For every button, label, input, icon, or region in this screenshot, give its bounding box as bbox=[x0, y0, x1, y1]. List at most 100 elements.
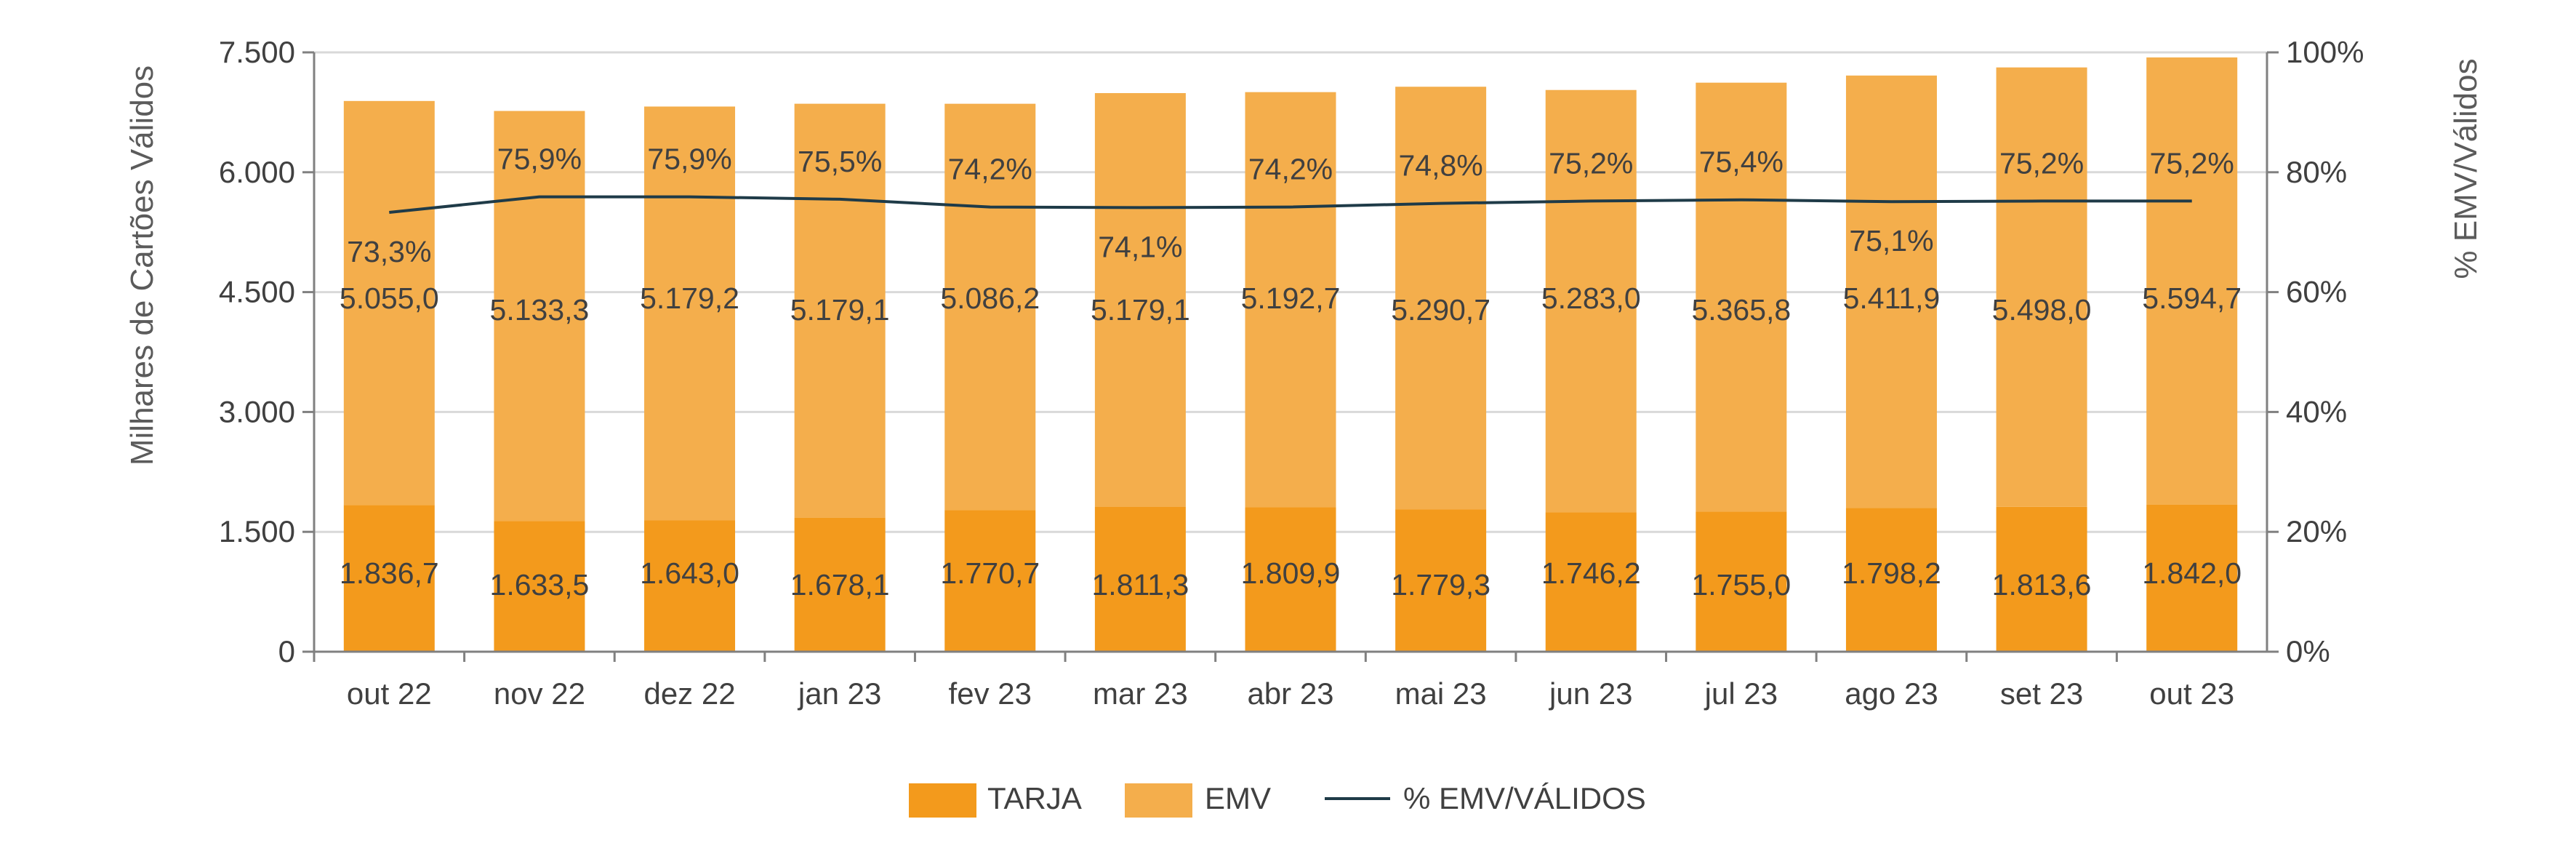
data-label-emv: 5.365,8 bbox=[1691, 293, 1791, 327]
y-tick-label: 3.000 bbox=[219, 394, 295, 428]
x-tick-label: out 23 bbox=[2149, 676, 2234, 711]
bar-tarja bbox=[1696, 511, 1787, 652]
legend-label-line: % EMV/VÁLIDOS bbox=[1403, 781, 1646, 815]
data-label-pct: 75,9% bbox=[497, 143, 582, 176]
y2-tick-label: 60% bbox=[2286, 275, 2347, 309]
data-label-pct: 75,1% bbox=[1849, 224, 1933, 257]
y-tick-label: 0 bbox=[278, 634, 295, 668]
line-series bbox=[389, 195, 2192, 214]
legend-swatch-tarja bbox=[909, 783, 976, 818]
y2-tick-label: 40% bbox=[2286, 394, 2347, 428]
legend-swatch-emv bbox=[1125, 783, 1192, 818]
bar-tarja bbox=[494, 521, 585, 652]
data-label-tarja: 1.836,7 bbox=[340, 556, 439, 590]
y-tick-label: 6.000 bbox=[219, 155, 295, 189]
bar-tarja bbox=[1545, 512, 1637, 652]
x-tick-label: jul 23 bbox=[1704, 676, 1778, 711]
bars bbox=[343, 57, 2238, 652]
bar-tarja bbox=[944, 510, 1036, 652]
bar-emv bbox=[343, 100, 435, 506]
data-label-tarja: 1.746,2 bbox=[1541, 556, 1641, 590]
y2-tick-label: 80% bbox=[2286, 155, 2347, 189]
y2-tick-label: 20% bbox=[2286, 514, 2347, 548]
data-label-pct: 74,2% bbox=[948, 153, 1032, 186]
bar-emv bbox=[1996, 67, 2087, 507]
data-label-emv: 5.055,0 bbox=[340, 281, 439, 315]
data-label-emv: 5.086,2 bbox=[940, 281, 1040, 315]
data-label-tarja: 1.798,2 bbox=[1842, 556, 1941, 590]
data-label-pct: 74,2% bbox=[1248, 153, 1333, 186]
data-label-tarja: 1.755,0 bbox=[1691, 568, 1791, 602]
bar-tarja bbox=[644, 520, 736, 652]
bar-tarja bbox=[1996, 506, 2087, 652]
bar-tarja bbox=[2146, 504, 2238, 652]
data-label-pct: 73,3% bbox=[347, 235, 431, 268]
x-tick-label: out 22 bbox=[347, 676, 432, 711]
data-label-emv: 5.411,9 bbox=[1843, 281, 1941, 315]
y2-tick-label: 0% bbox=[2286, 634, 2330, 668]
x-tick-label: nov 22 bbox=[494, 676, 585, 711]
bar-emv bbox=[644, 106, 736, 521]
data-label-tarja: 1.633,5 bbox=[490, 568, 590, 602]
data-label-emv: 5.594,7 bbox=[2142, 281, 2242, 315]
x-tick-label: dez 22 bbox=[643, 676, 735, 711]
bar-tarja bbox=[1845, 508, 1937, 652]
data-label-emv: 5.290,7 bbox=[1391, 293, 1490, 327]
bar-emv bbox=[794, 103, 886, 518]
data-label-pct: 75,2% bbox=[1999, 146, 2084, 180]
data-label-tarja: 1.813,6 bbox=[1992, 568, 2092, 602]
bar-emv bbox=[1094, 92, 1186, 507]
axes: 0 0% 1.500 20% 3.000 40% 4.500 60% 6.000 80% 7.500… bbox=[219, 35, 2364, 711]
x-tick-label: fev 23 bbox=[949, 676, 1032, 711]
bar-emv bbox=[1696, 82, 1787, 512]
data-label-emv: 5.179,2 bbox=[640, 281, 739, 315]
data-label-emv: 5.179,1 bbox=[790, 293, 890, 327]
y2-axis-title: % EMV/Válidos bbox=[2448, 58, 2484, 279]
data-label-tarja: 1.678,1 bbox=[790, 568, 890, 602]
x-tick-label: mar 23 bbox=[1093, 676, 1188, 711]
data-label-tarja: 1.779,3 bbox=[1391, 568, 1490, 602]
x-tick-label: jun 23 bbox=[1548, 676, 1632, 711]
x-tick-label: ago 23 bbox=[1845, 676, 1938, 711]
data-label-emv: 5.192,7 bbox=[1241, 281, 1341, 315]
legend-label-emv: EMV bbox=[1205, 781, 1271, 815]
data-label-tarja: 1.842,0 bbox=[2142, 556, 2242, 590]
data-label-pct: 74,1% bbox=[1098, 230, 1182, 263]
y-tick-label: 4.500 bbox=[219, 275, 295, 309]
bar-tarja bbox=[1094, 506, 1186, 652]
data-label-emv: 5.283,0 bbox=[1541, 281, 1641, 315]
data-label-emv: 5.133,3 bbox=[490, 293, 590, 327]
bar-emv bbox=[1245, 92, 1336, 508]
legend: TARJA EMV % EMV/VÁLIDOS bbox=[909, 781, 1646, 818]
bar-tarja bbox=[794, 517, 886, 652]
legend-label-tarja: TARJA bbox=[987, 781, 1082, 815]
data-label-tarja: 1.811,3 bbox=[1092, 568, 1189, 602]
bar-tarja bbox=[1245, 507, 1336, 652]
data-label-pct: 74,8% bbox=[1398, 149, 1482, 183]
bar-emv bbox=[2146, 57, 2238, 505]
data-label-tarja: 1.643,0 bbox=[640, 556, 739, 590]
y2-tick-label: 100% bbox=[2286, 35, 2364, 69]
y-axis-title: Milhares de Cartões Válidos bbox=[124, 65, 160, 466]
data-label-pct: 75,9% bbox=[647, 143, 731, 176]
data-label-emv: 5.179,1 bbox=[1091, 293, 1190, 327]
bar-tarja bbox=[1395, 509, 1487, 652]
data-label-emv: 5.498,0 bbox=[1992, 293, 2092, 327]
data-label-pct: 75,5% bbox=[798, 145, 882, 178]
x-tick-label: jan 23 bbox=[797, 676, 881, 711]
bar-emv bbox=[944, 103, 1036, 511]
y-tick-label: 1.500 bbox=[219, 514, 295, 548]
bar-emv bbox=[1845, 75, 1937, 508]
x-tick-label: mai 23 bbox=[1395, 676, 1487, 711]
data-label-tarja: 1.770,7 bbox=[940, 556, 1040, 590]
bar-emv bbox=[494, 111, 585, 522]
data-label-tarja: 1.809,9 bbox=[1241, 556, 1341, 590]
bar-tarja bbox=[343, 505, 435, 652]
data-label-pct: 75,4% bbox=[1699, 145, 1783, 179]
bar-emv bbox=[1545, 89, 1637, 513]
y-tick-label: 7.500 bbox=[219, 35, 295, 69]
x-tick-label: set 23 bbox=[2000, 676, 2083, 711]
data-label-pct: 75,2% bbox=[1549, 146, 1633, 180]
data-label-pct: 75,2% bbox=[2150, 146, 2234, 180]
